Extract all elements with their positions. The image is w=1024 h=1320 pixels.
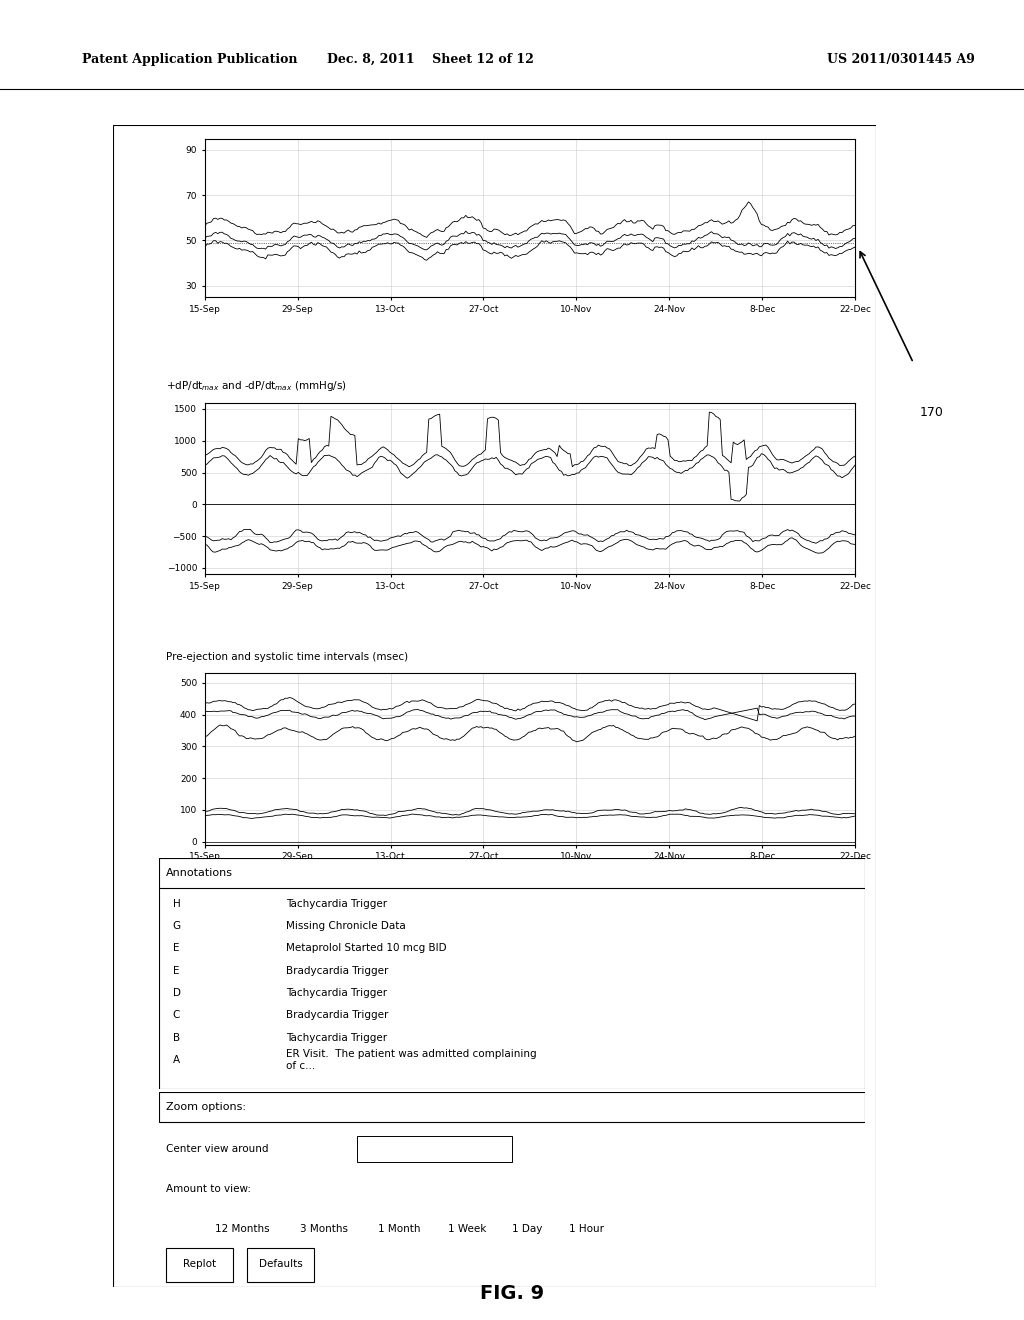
FancyBboxPatch shape [159,858,865,888]
Text: Bradycardia Trigger: Bradycardia Trigger [286,966,388,975]
FancyBboxPatch shape [159,1092,865,1122]
Text: Tachycardia Trigger: Tachycardia Trigger [286,899,387,908]
Text: B: B [173,1032,180,1043]
Text: 170: 170 [920,407,943,418]
Text: Replot: Replot [183,1259,216,1269]
Text: Zoom options:: Zoom options: [166,1102,246,1111]
Text: G: G [173,921,181,931]
Text: US 2011/0301445 A9: US 2011/0301445 A9 [827,53,975,66]
Text: A: A [173,1055,180,1065]
Text: Tachycardia Trigger: Tachycardia Trigger [286,987,387,998]
Text: 3 Months: 3 Months [300,1224,348,1234]
Text: Center view around: Center view around [166,1144,268,1154]
Text: D: D [173,987,181,998]
Text: Defaults: Defaults [259,1259,302,1269]
Text: ER Visit.  The patient was admitted complaining
of c...: ER Visit. The patient was admitted compl… [286,1049,537,1071]
Text: E: E [173,966,179,975]
Text: 12 Months: 12 Months [215,1224,270,1234]
Text: Patent Application Publication: Patent Application Publication [82,53,297,66]
Text: Annotations: Annotations [166,869,232,878]
Text: 1 Day: 1 Day [512,1224,543,1234]
Text: 1 Week: 1 Week [449,1224,486,1234]
Text: Tachycardia Trigger: Tachycardia Trigger [286,1032,387,1043]
Text: E: E [173,944,179,953]
FancyBboxPatch shape [356,1137,512,1162]
FancyBboxPatch shape [166,1247,232,1283]
Text: Metaprolol Started 10 mcg BID: Metaprolol Started 10 mcg BID [286,944,446,953]
Text: Pre-ejection and systolic time intervals (msec): Pre-ejection and systolic time intervals… [166,652,408,661]
Text: +dP/dt$_{max}$ and -dP/dt$_{max}$ (mmHg/s): +dP/dt$_{max}$ and -dP/dt$_{max}$ (mmHg/… [166,379,347,393]
Text: Amount to view:: Amount to view: [166,1184,251,1195]
Text: Missing Chronicle Data: Missing Chronicle Data [286,921,406,931]
Text: H: H [173,899,180,908]
Text: Bradycardia Trigger: Bradycardia Trigger [286,1010,388,1020]
Text: C: C [173,1010,180,1020]
Text: Dec. 8, 2011    Sheet 12 of 12: Dec. 8, 2011 Sheet 12 of 12 [327,53,534,66]
FancyBboxPatch shape [247,1247,314,1283]
FancyBboxPatch shape [159,858,865,1089]
Text: FIG. 9: FIG. 9 [480,1284,544,1303]
Text: 1 Hour: 1 Hour [568,1224,603,1234]
Text: 1 Month: 1 Month [378,1224,420,1234]
